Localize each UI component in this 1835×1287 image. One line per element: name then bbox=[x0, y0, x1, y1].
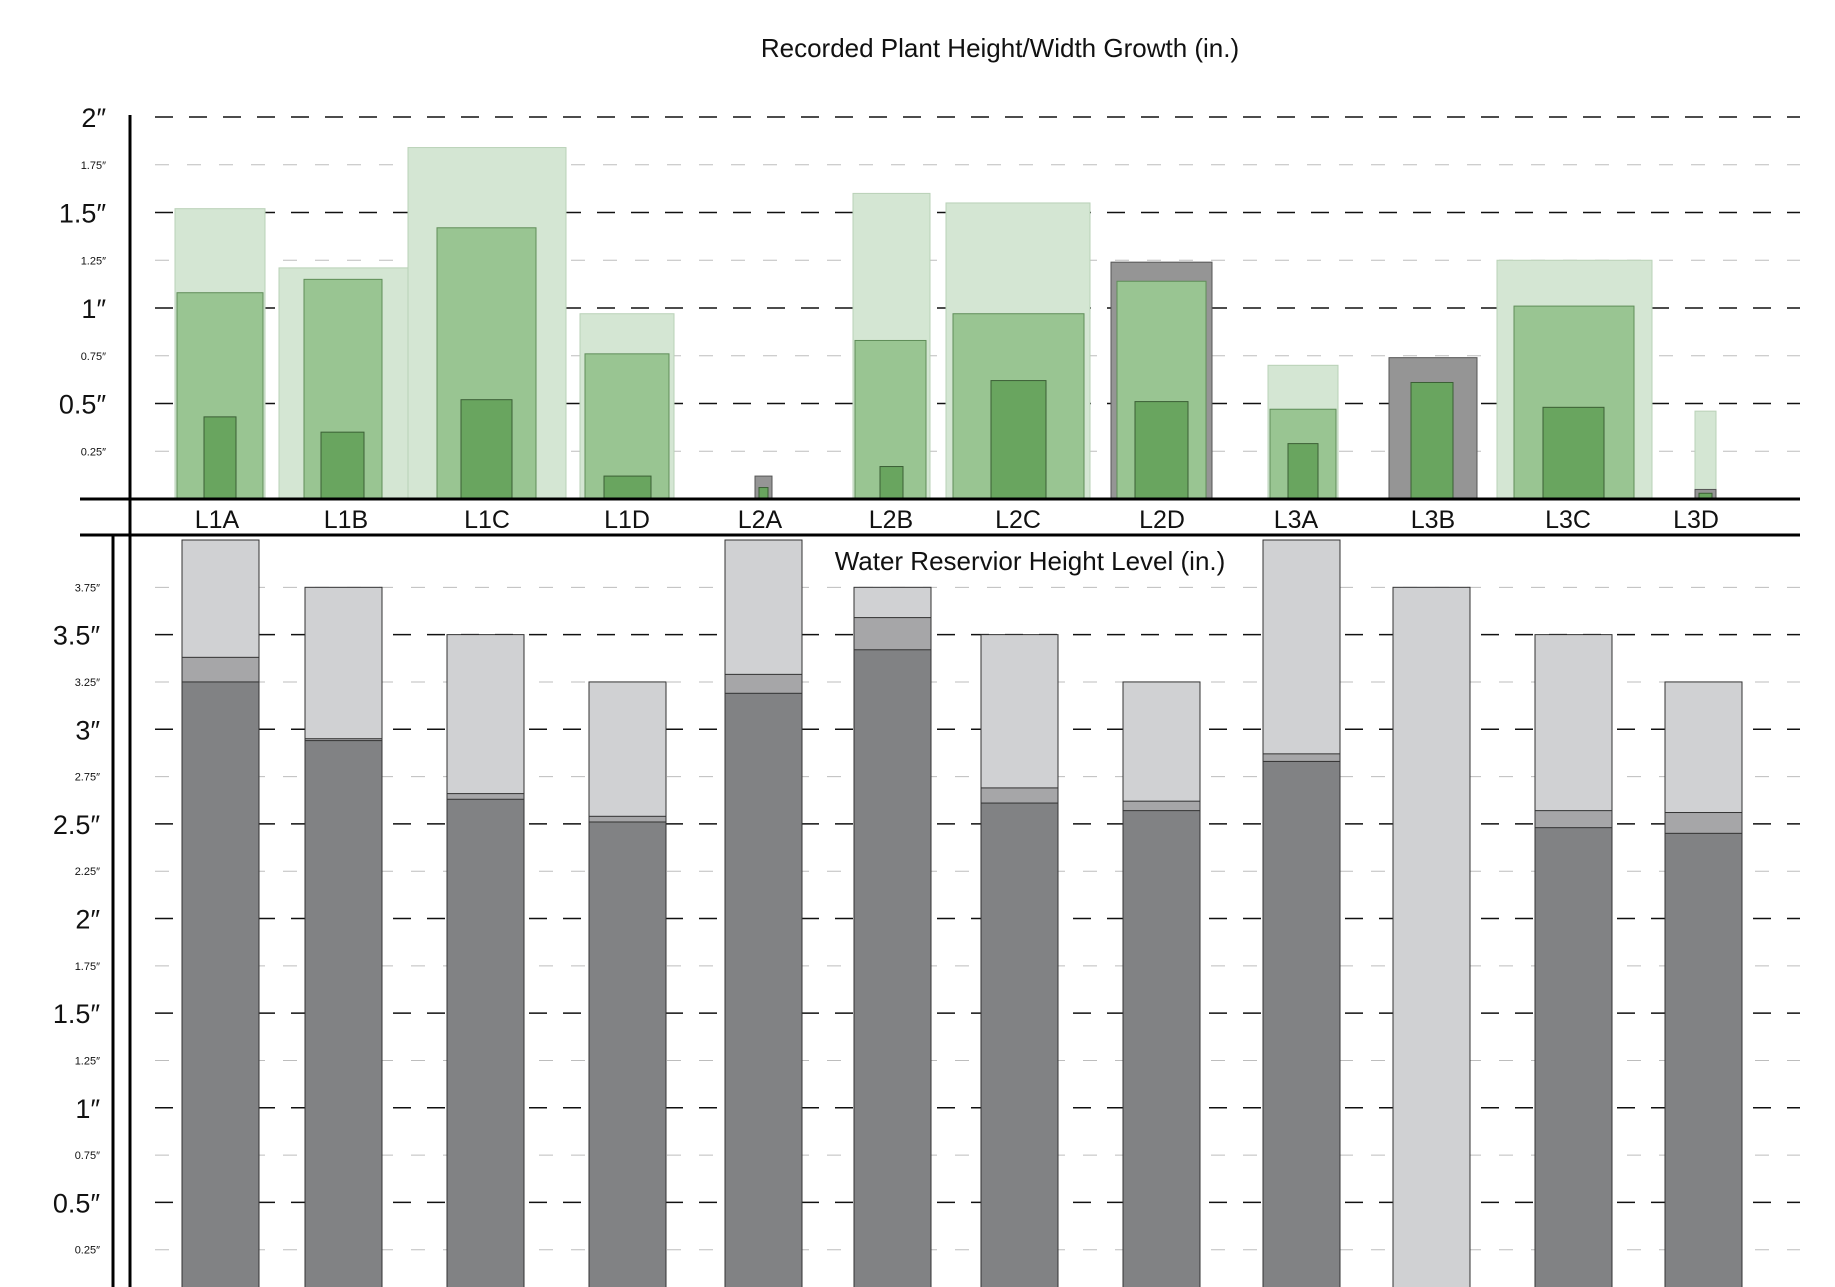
water-minor-tick-label: 2.25″ bbox=[75, 866, 100, 878]
category-label-l2d: L2D bbox=[1139, 506, 1185, 534]
growth-major-tick-label: 2″ bbox=[81, 103, 106, 133]
water-bar-end bbox=[1262, 760, 1341, 1287]
water-minor-tick-label: 2.75″ bbox=[75, 772, 100, 784]
water-level-title: Water Reservior Height Level (in.) bbox=[835, 546, 1226, 576]
water-bar-end bbox=[304, 740, 383, 1287]
category-label-l2b: L2B bbox=[869, 506, 913, 534]
growth-bar-mid bbox=[584, 353, 670, 500]
water-minor-tick-label: 3.75″ bbox=[75, 582, 100, 594]
category-labels: L1A L1B L1C L1D L2A L2B L2C L2D L3A L3B L3C L3D bbox=[195, 506, 1719, 534]
growth-bar-dark bbox=[1410, 381, 1454, 500]
water-bar-end bbox=[446, 798, 525, 1287]
growth-bar-dark bbox=[990, 380, 1047, 500]
category-label-l3a: L3A bbox=[1274, 506, 1319, 534]
growth-minor-tick-label: 0.75″ bbox=[81, 351, 106, 363]
water-major-tick-label: 2.5″ bbox=[53, 810, 101, 840]
category-label-l2a: L2A bbox=[738, 506, 783, 534]
growth-bar-dark bbox=[879, 466, 904, 500]
water-bar-end bbox=[724, 692, 803, 1287]
water-major-tick-label: 0.5″ bbox=[53, 1188, 101, 1218]
water-bar-end bbox=[1664, 832, 1743, 1287]
growth-minor-tick-label: 1.25″ bbox=[81, 255, 106, 267]
growth-bar-dark bbox=[460, 399, 513, 500]
category-label-l1d: L1D bbox=[604, 506, 650, 534]
category-label-l3c: L3C bbox=[1545, 506, 1591, 534]
water-bar-end bbox=[588, 821, 667, 1287]
water-bar-capacity bbox=[1392, 586, 1471, 1287]
water-major-tick-label: 1.5″ bbox=[53, 999, 101, 1029]
water-bar-end bbox=[853, 649, 932, 1287]
growth-bar-dark bbox=[1287, 443, 1319, 500]
category-label-l1c: L1C bbox=[464, 506, 510, 534]
growth-major-tick-label: 1″ bbox=[81, 294, 106, 324]
growth-bar-dark bbox=[603, 475, 652, 500]
growth-bar-dark bbox=[1542, 406, 1605, 500]
water-minor-tick-label: 1.75″ bbox=[75, 961, 100, 973]
category-label-l1b: L1B bbox=[324, 506, 368, 534]
water-bar-end bbox=[980, 802, 1059, 1287]
growth-major-tick-label: 1.5″ bbox=[59, 199, 107, 229]
axes bbox=[80, 115, 1800, 1287]
water-bar-end bbox=[1534, 827, 1613, 1287]
growth-bar-light bbox=[1694, 410, 1717, 500]
category-label-l1a: L1A bbox=[195, 506, 240, 534]
water-minor-tick-label: 0.25″ bbox=[75, 1245, 100, 1257]
water-major-tick-label: 3.5″ bbox=[53, 621, 101, 651]
water-major-tick-label: 3″ bbox=[75, 715, 100, 745]
category-label-l3b: L3B bbox=[1411, 506, 1455, 534]
category-label-l3d: L3D bbox=[1673, 506, 1719, 534]
growth-bar-dark bbox=[203, 416, 237, 500]
plant-growth-panel: Recorded Plant Height/Width Growth (in.)… bbox=[59, 33, 1800, 500]
water-minor-tick-label: 0.75″ bbox=[75, 1150, 100, 1162]
water-major-tick-label: 2″ bbox=[75, 905, 100, 935]
growth-minor-tick-label: 1.75″ bbox=[81, 160, 106, 172]
water-level-panel: 3.75″ 3.25″ 2.75″ 2.25″ 1.75″ 1.25″ 0.75″ 0.25″… bbox=[53, 539, 1800, 1287]
water-bar-end bbox=[181, 681, 260, 1287]
category-label-l2c: L2C bbox=[995, 506, 1041, 534]
growth-bar-dark bbox=[758, 487, 769, 500]
plant-growth-title: Recorded Plant Height/Width Growth (in.) bbox=[761, 33, 1239, 63]
water-minor-tick-label: 3.25″ bbox=[75, 677, 100, 689]
growth-major-tick-label: 0.5″ bbox=[59, 390, 107, 420]
growth-minor-tick-label: 0.25″ bbox=[81, 446, 106, 458]
growth-bar-dark bbox=[320, 431, 365, 500]
water-major-tick-label: 1″ bbox=[75, 1094, 100, 1124]
water-minor-tick-label: 1.25″ bbox=[75, 1055, 100, 1067]
growth-bar-dark bbox=[1134, 401, 1189, 500]
water-bar-end bbox=[1122, 810, 1201, 1287]
